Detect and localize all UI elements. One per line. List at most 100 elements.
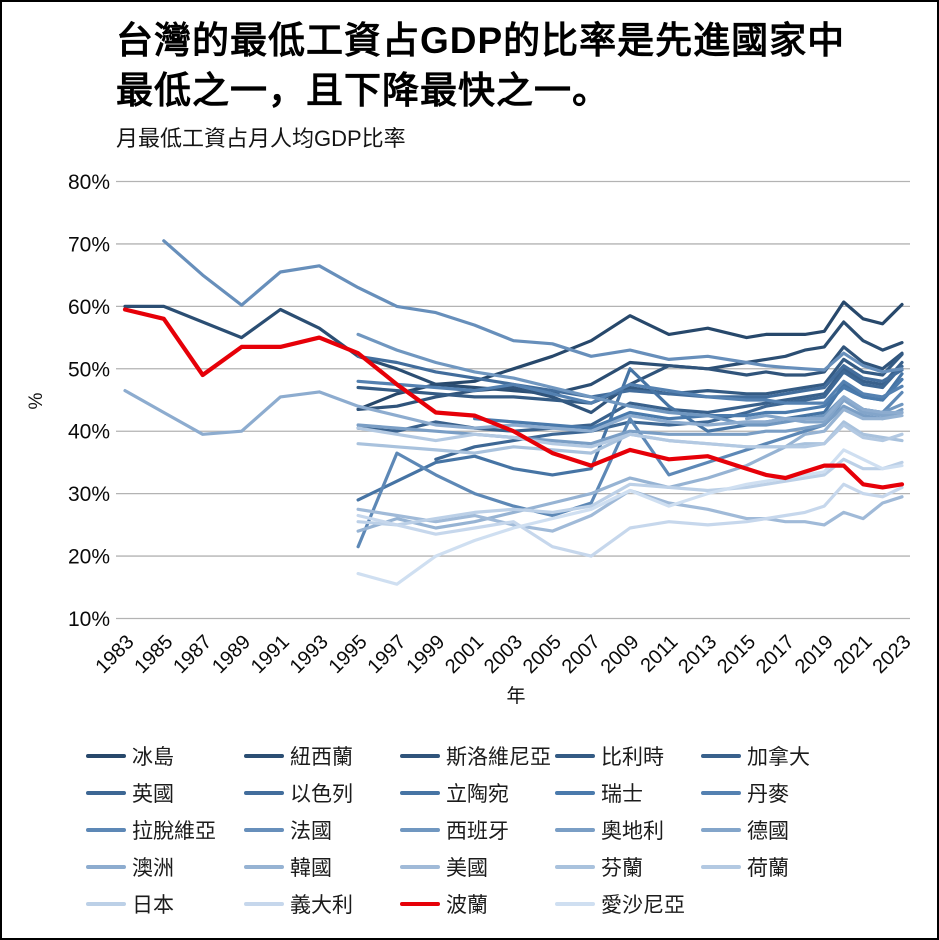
series-lines xyxy=(122,239,905,586)
legend-swatch xyxy=(244,901,284,906)
y-tick-label: 70% xyxy=(68,233,110,256)
legend-label: 立陶宛 xyxy=(446,782,509,806)
series-line-紐西蘭 xyxy=(123,304,904,396)
x-tick-label: 1985 xyxy=(130,631,177,678)
legend-swatch xyxy=(86,827,126,832)
series-line-美國 xyxy=(356,488,904,533)
legend-item-立陶宛: 立陶宛 xyxy=(400,781,555,806)
legend-item-瑞士: 瑞士 xyxy=(555,781,701,806)
legend-label: 韓國 xyxy=(290,856,332,880)
legend-swatch xyxy=(555,753,595,758)
series-line-荷蘭 xyxy=(356,423,904,449)
legend-item-加拿大: 加拿大 xyxy=(701,744,861,769)
legend-label: 奧地利 xyxy=(601,819,664,843)
legend-item-丹麥: 丹麥 xyxy=(701,781,861,806)
legend-item-拉脫維亞: 拉脫維亞 xyxy=(86,818,244,843)
legend-swatch xyxy=(701,864,741,869)
legend-label: 英國 xyxy=(132,782,174,806)
legend-label: 波蘭 xyxy=(446,893,488,917)
legend-label: 紐西蘭 xyxy=(290,745,353,769)
legend-swatch xyxy=(701,827,741,832)
legend-swatch xyxy=(86,753,126,758)
legend-item-比利時: 比利時 xyxy=(555,744,701,769)
legend: 冰島 紐西蘭 斯洛維尼亞 比利時 加拿大英國 以色列 立陶宛 瑞士 丹麥拉脫維亞 法國 西班牙 奧地利… xyxy=(86,744,861,917)
legend-swatch xyxy=(86,864,126,869)
legend-label: 法國 xyxy=(290,819,332,843)
x-axis-tick-labels: 1983198519871989199119931995199719992001… xyxy=(92,631,916,678)
legend-swatch xyxy=(400,864,440,869)
legend-label: 義大利 xyxy=(290,893,353,917)
x-tick-label: 2011 xyxy=(636,631,682,677)
legend-item-以色列: 以色列 xyxy=(244,781,400,806)
y-tick-label: 40% xyxy=(68,421,110,444)
legend-item-波蘭: 波蘭 xyxy=(400,892,555,917)
x-tick-label: 2021 xyxy=(830,631,877,678)
legend-item-日本: 日本 xyxy=(86,892,244,917)
legend-label: 西班牙 xyxy=(446,819,509,843)
series-line-丹麥 xyxy=(356,379,904,405)
x-tick-label: 2013 xyxy=(674,631,721,678)
legend-item-奧地利: 奧地利 xyxy=(555,818,701,843)
x-tick-label: 1987 xyxy=(169,631,216,678)
x-tick-label: 1993 xyxy=(286,631,333,678)
legend-swatch xyxy=(400,753,440,758)
x-tick-label: 1999 xyxy=(402,631,449,678)
series-line-德國 xyxy=(745,398,904,424)
legend-item-紐西蘭: 紐西蘭 xyxy=(244,744,400,769)
legend-label: 芬蘭 xyxy=(601,856,643,880)
chart-title-line1: 台灣的最低工資占GDP的比率是先進國家中 xyxy=(116,20,846,61)
legend-item-韓國: 韓國 xyxy=(244,855,400,880)
line-chart: 80% 70% 60% 50% 40% 30% 20% 10% 198319851987198… xyxy=(26,171,916,707)
x-axis-title: 年 xyxy=(506,685,525,707)
x-tick-label: 2009 xyxy=(597,631,644,678)
legend-item-愛沙尼亞: 愛沙尼亞 xyxy=(555,892,701,917)
legend-label: 瑞士 xyxy=(601,782,643,806)
legend-swatch xyxy=(400,790,440,795)
legend-swatch xyxy=(244,753,284,758)
legend-item-法國: 法國 xyxy=(244,818,400,843)
series-line-比利時 xyxy=(356,352,904,405)
chart-title: 台灣的最低工資占GDP的比率是先進國家中 最低之一，且下降最快之一。 xyxy=(116,16,845,116)
legend-label: 丹麥 xyxy=(747,782,789,806)
y-tick-label: 30% xyxy=(68,483,110,506)
series-line-立陶宛 xyxy=(356,367,904,502)
y-tick-label: 10% xyxy=(68,608,110,631)
x-tick-label: 2007 xyxy=(558,631,605,678)
x-tick-label: 2017 xyxy=(752,631,799,678)
legend-swatch xyxy=(86,901,126,906)
legend-item-芬蘭: 芬蘭 xyxy=(555,855,701,880)
legend-swatch xyxy=(86,790,126,795)
series-line-愛沙尼亞 xyxy=(356,448,904,586)
x-tick-label: 2001 xyxy=(441,631,488,678)
legend-label: 以色列 xyxy=(290,782,353,806)
series-line-澳洲 xyxy=(123,389,904,436)
y-axis-title: % xyxy=(26,392,47,409)
legend-item-冰島: 冰島 xyxy=(86,744,244,769)
legend-item-美國: 美國 xyxy=(400,855,555,880)
y-axis-tick-labels: 80% 70% 60% 50% 40% 30% 20% 10% xyxy=(68,171,110,631)
legend-swatch xyxy=(555,864,595,869)
x-tick-label: 2015 xyxy=(713,631,760,678)
legend-item-澳洲: 澳洲 xyxy=(86,855,244,880)
legend-swatch xyxy=(244,864,284,869)
legend-label: 德國 xyxy=(747,819,789,843)
x-tick-label: 1983 xyxy=(92,631,139,678)
legend-item-荷蘭: 荷蘭 xyxy=(701,855,861,880)
x-tick-label: 2003 xyxy=(480,631,527,678)
series-line-瑞士 xyxy=(473,377,904,430)
legend-item-斯洛維尼亞: 斯洛維尼亞 xyxy=(400,744,555,769)
legend-label: 拉脫維亞 xyxy=(132,819,216,843)
legend-swatch xyxy=(400,901,440,906)
x-tick-label: 1995 xyxy=(325,631,372,678)
series-line-日本 xyxy=(356,457,904,527)
x-tick-label: 1991 xyxy=(247,631,294,678)
legend-label: 日本 xyxy=(132,893,174,917)
legend-label: 冰島 xyxy=(132,745,174,769)
x-tick-label: 2005 xyxy=(519,631,566,678)
legend-swatch xyxy=(555,790,595,795)
x-tick-label: 1989 xyxy=(208,631,255,678)
legend-swatch xyxy=(555,827,595,832)
legend-label: 荷蘭 xyxy=(747,856,789,880)
y-tick-label: 50% xyxy=(68,358,110,381)
